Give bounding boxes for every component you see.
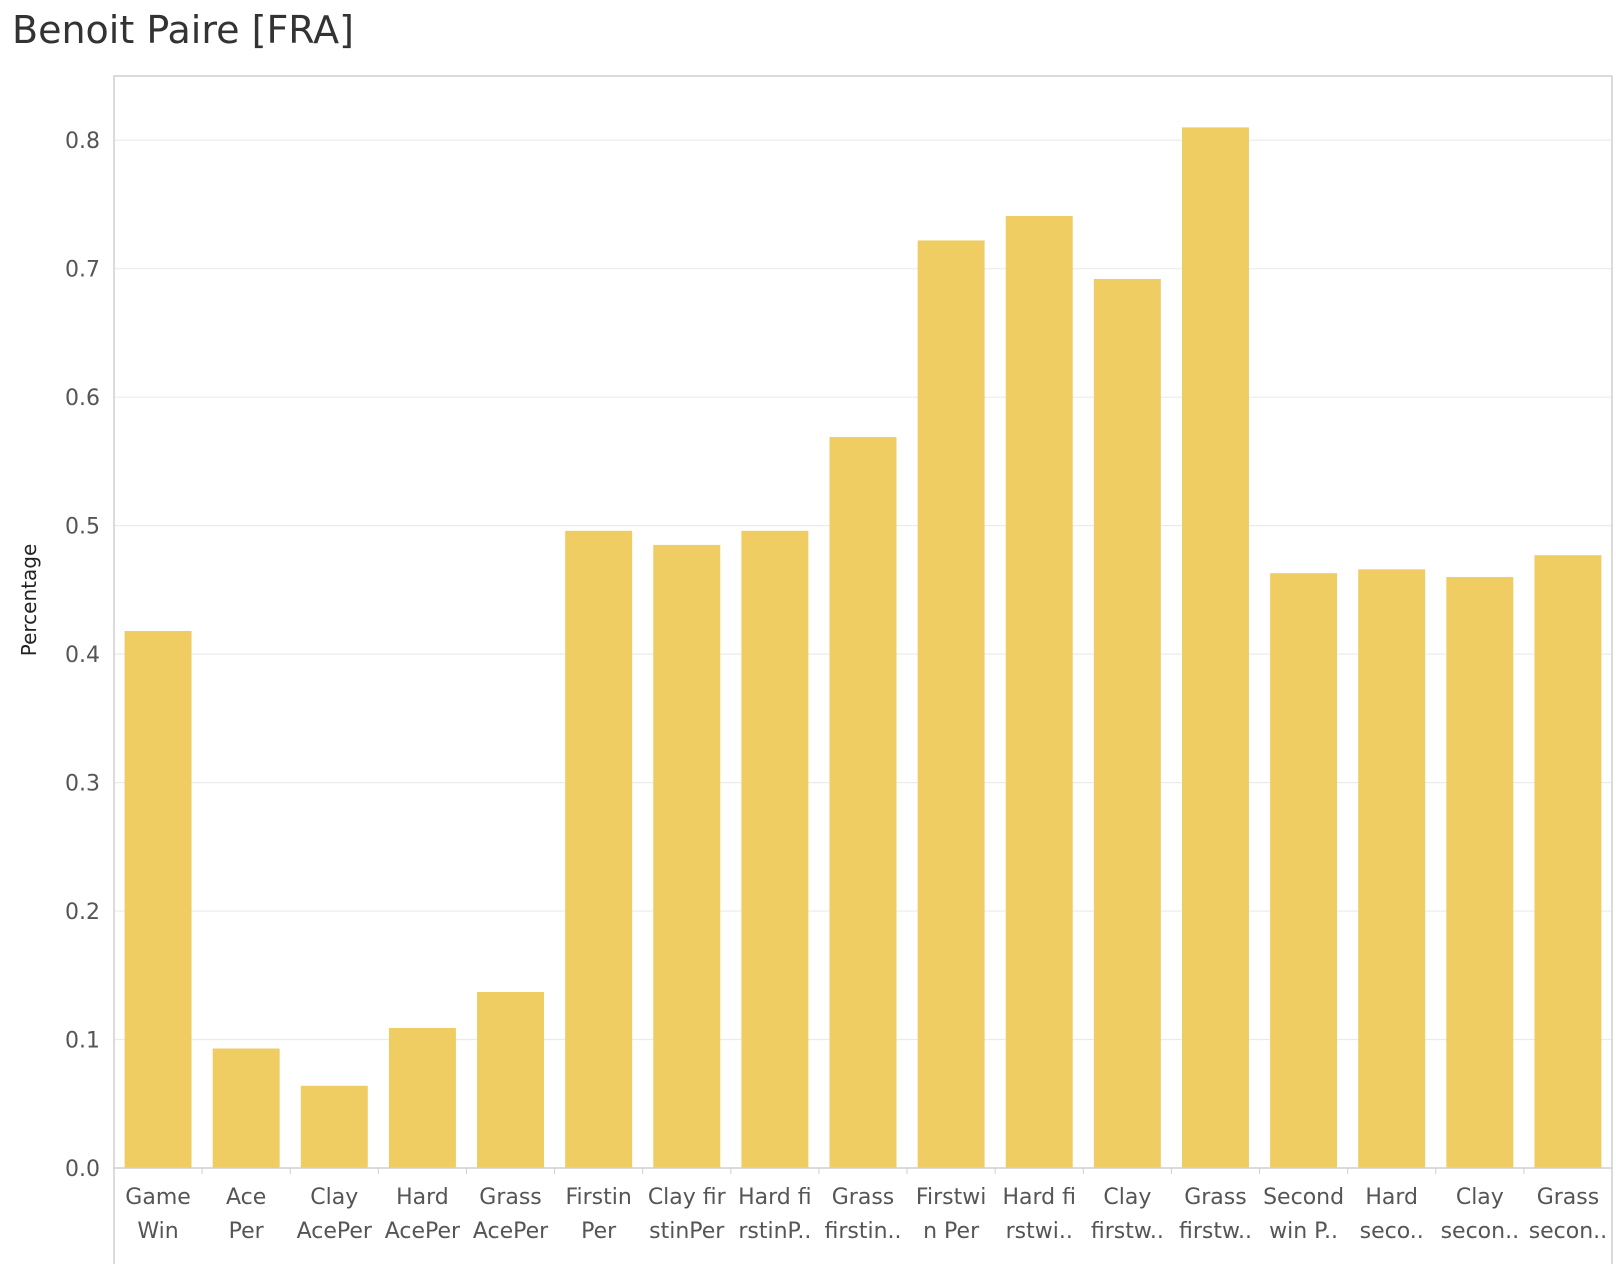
x-tick-label: Grass [1537,1185,1600,1210]
x-tick-label: Ace [226,1185,266,1210]
x-tick-label: Hard fi [738,1185,812,1210]
x-tick-label: Hard [396,1185,449,1210]
bar[interactable] [653,544,721,1168]
y-tick-label: 0.0 [65,1157,100,1182]
y-tick-label: 0.7 [65,258,100,283]
plot-frame [113,75,1613,1264]
bar[interactable] [741,530,809,1168]
x-tick-label: secon.. [1529,1219,1607,1244]
x-tick-label: seco.. [1360,1219,1424,1244]
y-tick-label: 0.6 [65,386,100,411]
bar[interactable] [1005,216,1073,1168]
bar[interactable] [829,437,897,1169]
bar[interactable] [565,530,633,1168]
bar[interactable] [917,240,985,1168]
bar[interactable] [212,1048,280,1168]
bar[interactable] [388,1027,456,1168]
plot-border [113,75,1613,1169]
x-tick-label: Clay fir [648,1185,727,1210]
bars [124,127,1602,1169]
x-tick-label: Win [137,1219,178,1244]
x-tick-label: Game [125,1185,191,1210]
x-tick-label: AcePer [297,1219,373,1244]
x-tick-label: Grass [832,1185,895,1210]
bar[interactable] [1446,577,1514,1168]
bar[interactable] [477,991,545,1168]
chart-title: Benoit Paire [FRA] [12,8,354,52]
x-tick-label: Firstwi [916,1185,986,1210]
x-tick-label: Clay [310,1185,358,1210]
bar[interactable] [1181,127,1249,1169]
x-tick-label: secon.. [1441,1219,1519,1244]
y-axis-label: Percentage [17,544,41,657]
x-tick-label: Per [581,1219,617,1244]
bar[interactable] [1093,278,1161,1168]
y-tick-label: 0.8 [65,129,100,154]
y-axis-ticks: 0.0 0.1 0.2 0.3 0.4 0.5 0.6 0.7 0.8 [65,129,100,1182]
x-tick-label: rstwi.. [1006,1219,1073,1244]
x-tick-label: Grass [479,1185,542,1210]
y-tick-label: 0.5 [65,515,100,540]
x-tick-label: Hard [1365,1185,1418,1210]
y-tick-label: 0.4 [65,643,100,668]
x-tick-label: Hard fi [1002,1185,1076,1210]
x-tick-label: Clay [1103,1185,1151,1210]
x-tick-label: firstw.. [1179,1219,1252,1244]
x-tick-label: AcePer [385,1219,461,1244]
y-tick-label: 0.1 [65,1029,100,1054]
y-tick-label: 0.2 [65,900,100,925]
bar[interactable] [300,1085,368,1168]
bar[interactable] [124,630,192,1168]
x-tick-label: AcePer [473,1219,549,1244]
x-tick-label: stinPer [649,1219,725,1244]
bar[interactable] [1358,569,1426,1168]
x-tick-label: Firstin [565,1185,631,1210]
x-tick-label: Per [229,1219,265,1244]
x-tick-label: firstin.. [824,1219,901,1244]
x-tick-label: Grass [1184,1185,1247,1210]
x-tick-label: rstinP.. [738,1219,811,1244]
y-tick-label: 0.3 [65,772,100,797]
x-tick-label: n Per [923,1219,980,1244]
x-tick-label: win P.. [1269,1219,1338,1244]
x-axis-labels: GameWinAcePerClayAcePerHardAcePerGrassAc… [125,1168,1607,1244]
bar[interactable] [1270,573,1338,1168]
x-tick-label: firstw.. [1091,1219,1164,1244]
x-tick-label: Clay [1456,1185,1504,1210]
x-tick-label: Second [1263,1185,1344,1210]
bar[interactable] [1534,555,1602,1168]
